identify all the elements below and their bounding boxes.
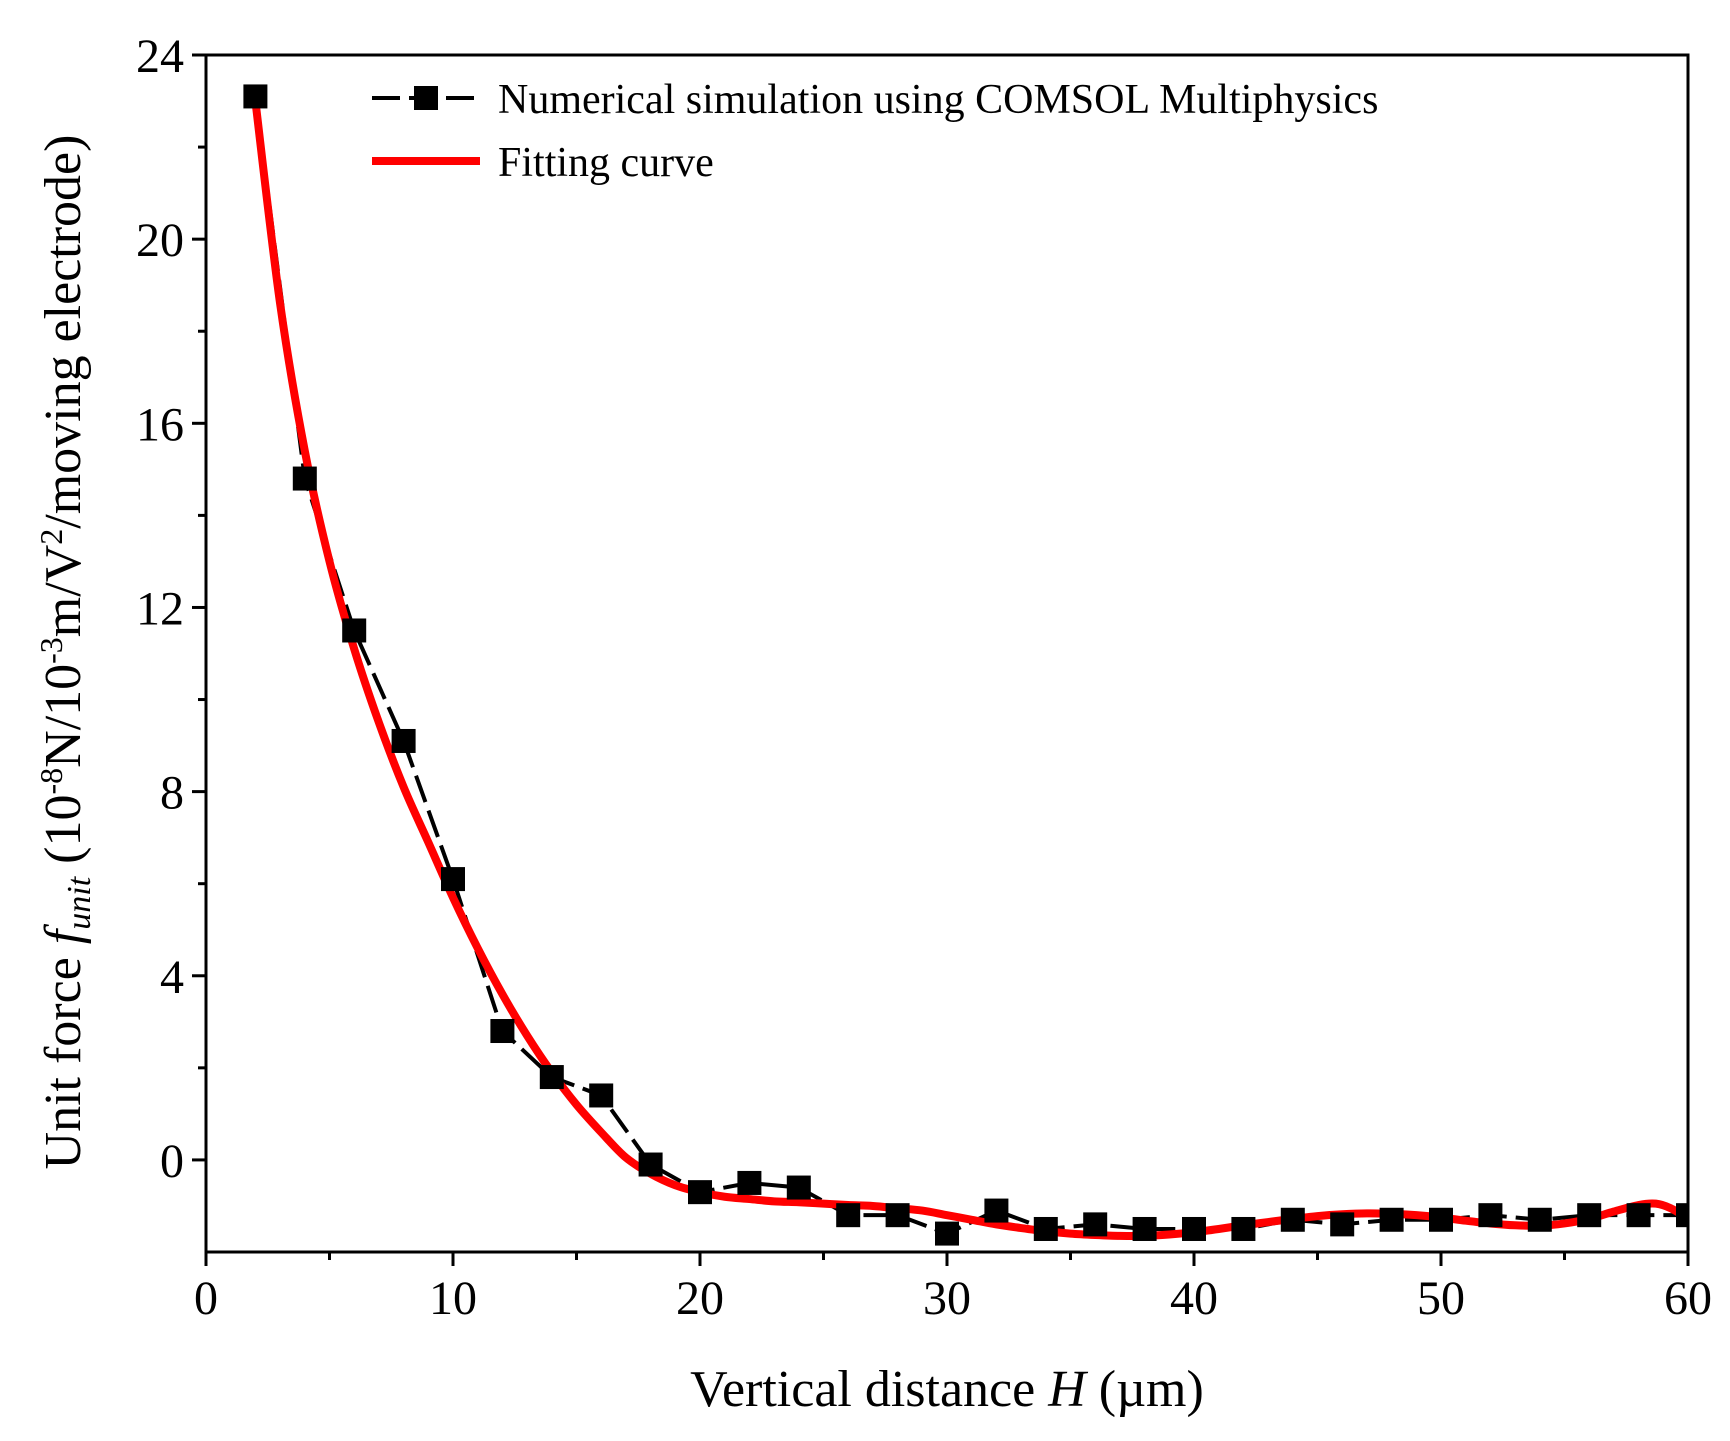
series-layer (243, 84, 1688, 1246)
simulation-point (1527, 1207, 1552, 1232)
y-tick-label-16: 16 (136, 398, 184, 451)
simulation-point (984, 1198, 1009, 1223)
x-tick-label-60: 60 (1664, 1272, 1712, 1325)
x-tick-label-40: 40 (1170, 1272, 1218, 1325)
simulation-point (1478, 1203, 1503, 1228)
simulation-point (490, 1019, 515, 1044)
simulation-point (1231, 1216, 1256, 1241)
simulation-point (786, 1175, 811, 1200)
simulation-point (539, 1065, 564, 1090)
y-tick-label-24: 24 (136, 30, 184, 83)
x-tick-label-20: 20 (676, 1272, 724, 1325)
simulation-point (935, 1221, 959, 1246)
simulation-point (1182, 1216, 1206, 1241)
simulation-point (1280, 1207, 1305, 1232)
simulation-point (836, 1203, 861, 1228)
simulation-point (589, 1083, 614, 1108)
simulation-point (1676, 1203, 1688, 1228)
y-tick-label-4: 4 (160, 951, 184, 1004)
simulation-point (638, 1152, 663, 1177)
x-axis-title: Vertical distance H (µm) (690, 1361, 1204, 1418)
simulation-point (1033, 1216, 1058, 1241)
y-tick-label-12: 12 (136, 582, 184, 635)
x-tick-label-0: 0 (194, 1272, 218, 1325)
y-tick-label-8: 8 (160, 767, 184, 820)
y-axis-title: Unit force funit (10-8N/10-3m/V2/moving … (33, 135, 98, 1170)
y-tick-label-20: 20 (136, 214, 184, 267)
simulation-point (391, 728, 416, 753)
series-fitting-curve (251, 97, 1688, 1241)
simulation-point (441, 867, 465, 892)
legend: Numerical simulation using COMSOL Multip… (372, 77, 1378, 186)
simulation-point (1379, 1207, 1404, 1232)
x-tick-label-30: 30 (923, 1272, 971, 1325)
simulation-point (292, 466, 317, 491)
legend-label-simulation: Numerical simulation using COMSOL Multip… (498, 77, 1378, 123)
plot-frame (204, 53, 1690, 1254)
simulation-point (243, 84, 268, 109)
simulation-point (342, 618, 367, 643)
simulation-point (1429, 1207, 1453, 1232)
simulation-point (1132, 1216, 1157, 1241)
simulation-point (1626, 1203, 1651, 1228)
x-tick-label-10: 10 (429, 1272, 477, 1325)
y-axis-ticks: 0 4 8 12 16 20 24 (136, 30, 206, 1188)
y-tick-label-0: 0 (160, 1135, 184, 1188)
simulation-point (1577, 1203, 1602, 1228)
simulation-point (885, 1203, 910, 1228)
legend-marker-simulation (414, 86, 438, 110)
simulation-point (737, 1170, 762, 1195)
simulation-point (1330, 1212, 1355, 1237)
legend-label-fitting: Fitting curve (498, 140, 714, 186)
series-simulation-line (253, 96, 1688, 1236)
x-axis-ticks: 0 10 20 30 40 50 60 (194, 1252, 1712, 1325)
simulation-point (1083, 1212, 1108, 1237)
simulation-point (688, 1180, 712, 1205)
x-tick-label-50: 50 (1417, 1272, 1465, 1325)
